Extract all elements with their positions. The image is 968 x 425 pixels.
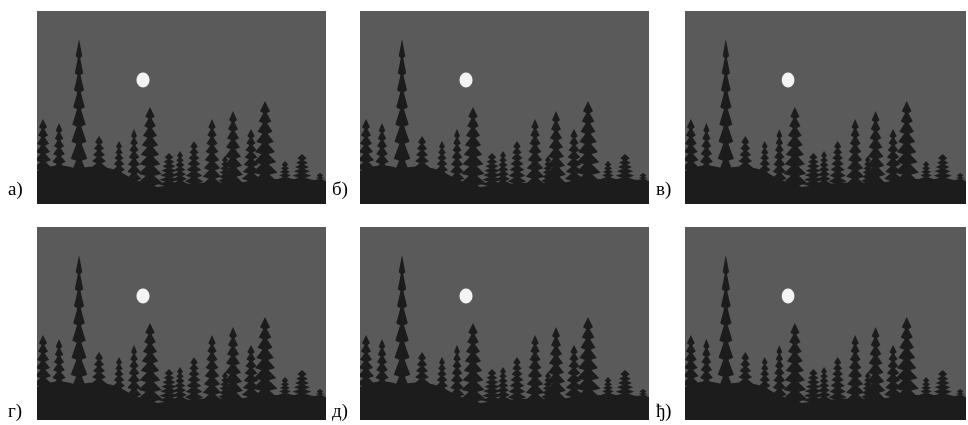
forest-ground <box>360 381 649 420</box>
tree-silhouette <box>183 357 205 409</box>
tree-silhouette <box>524 119 546 193</box>
tree-silhouette <box>573 101 603 193</box>
tree-silhouette <box>573 317 603 409</box>
moon <box>781 288 795 304</box>
tree-silhouette <box>815 367 833 409</box>
tree-silhouette <box>494 151 512 193</box>
panel-label-v: в) <box>656 179 672 200</box>
panel-label-d: д) <box>332 401 348 422</box>
tree-silhouette <box>770 345 789 409</box>
tree-silhouette <box>250 317 280 409</box>
tree-silhouette <box>844 335 866 409</box>
tree-silhouette <box>448 345 466 409</box>
tree-silhouette <box>459 107 487 193</box>
panel-a: а) <box>0 0 330 210</box>
night-photo-b <box>360 11 649 204</box>
panel-label-g: г) <box>8 401 23 422</box>
tree-silhouette <box>826 141 849 193</box>
tree-silhouette <box>448 129 466 193</box>
panel-label-b: б) <box>332 179 348 200</box>
tree-silhouette <box>524 335 546 409</box>
night-photo-g <box>37 227 326 420</box>
night-photo-a <box>37 11 326 204</box>
night-photo-v <box>685 11 966 204</box>
panel-label-dj: ђ) <box>656 401 672 422</box>
tree-silhouette <box>506 357 528 409</box>
panel-b: б) <box>328 0 658 210</box>
tree-silhouette <box>171 151 189 193</box>
forest-ground <box>685 381 966 420</box>
tree-silhouette <box>716 255 736 409</box>
tree-silhouette <box>563 129 585 193</box>
tree-silhouette <box>781 323 809 409</box>
panel-label-a: а) <box>8 179 23 200</box>
tree-silhouette <box>392 255 412 409</box>
tree-silhouette <box>716 39 736 193</box>
moon <box>459 72 473 88</box>
tree-silhouette <box>826 357 849 409</box>
tree-silhouette <box>201 119 223 193</box>
tree-silhouette <box>136 107 164 193</box>
tree-silhouette <box>892 317 922 409</box>
tree-silhouette <box>69 255 89 409</box>
tree-silhouette <box>201 335 223 409</box>
tree-silhouette <box>770 129 789 193</box>
tree-silhouette <box>69 39 89 193</box>
tree-silhouette <box>781 107 809 193</box>
moon <box>781 72 795 88</box>
panel-v: в) <box>652 0 968 210</box>
tree-silhouette <box>392 39 412 193</box>
forest-ground <box>37 381 326 420</box>
tree-silhouette <box>183 141 205 193</box>
tree-silhouette <box>882 129 904 193</box>
tree-silhouette <box>882 345 904 409</box>
tree-silhouette <box>240 129 262 193</box>
tree-silhouette <box>125 345 143 409</box>
tree-silhouette <box>125 129 143 193</box>
moon <box>459 288 473 304</box>
tree-silhouette <box>494 367 512 409</box>
forest-ground <box>685 165 966 204</box>
tree-silhouette <box>844 119 866 193</box>
tree-silhouette <box>815 151 833 193</box>
tree-silhouette <box>892 101 922 193</box>
night-photo-dj <box>685 227 966 420</box>
panel-d: д) <box>328 216 658 425</box>
forest-ground <box>37 165 326 204</box>
tree-silhouette <box>563 345 585 409</box>
panel-g: г) <box>0 216 330 425</box>
tree-silhouette <box>171 367 189 409</box>
panel-dj: ђ) <box>652 216 968 425</box>
tree-silhouette <box>459 323 487 409</box>
tree-silhouette <box>506 141 528 193</box>
moon <box>136 72 150 88</box>
tree-silhouette <box>240 345 262 409</box>
moon <box>136 288 150 304</box>
forest-ground <box>360 165 649 204</box>
tree-silhouette <box>250 101 280 193</box>
tree-silhouette <box>136 323 164 409</box>
night-photo-d <box>360 227 649 420</box>
